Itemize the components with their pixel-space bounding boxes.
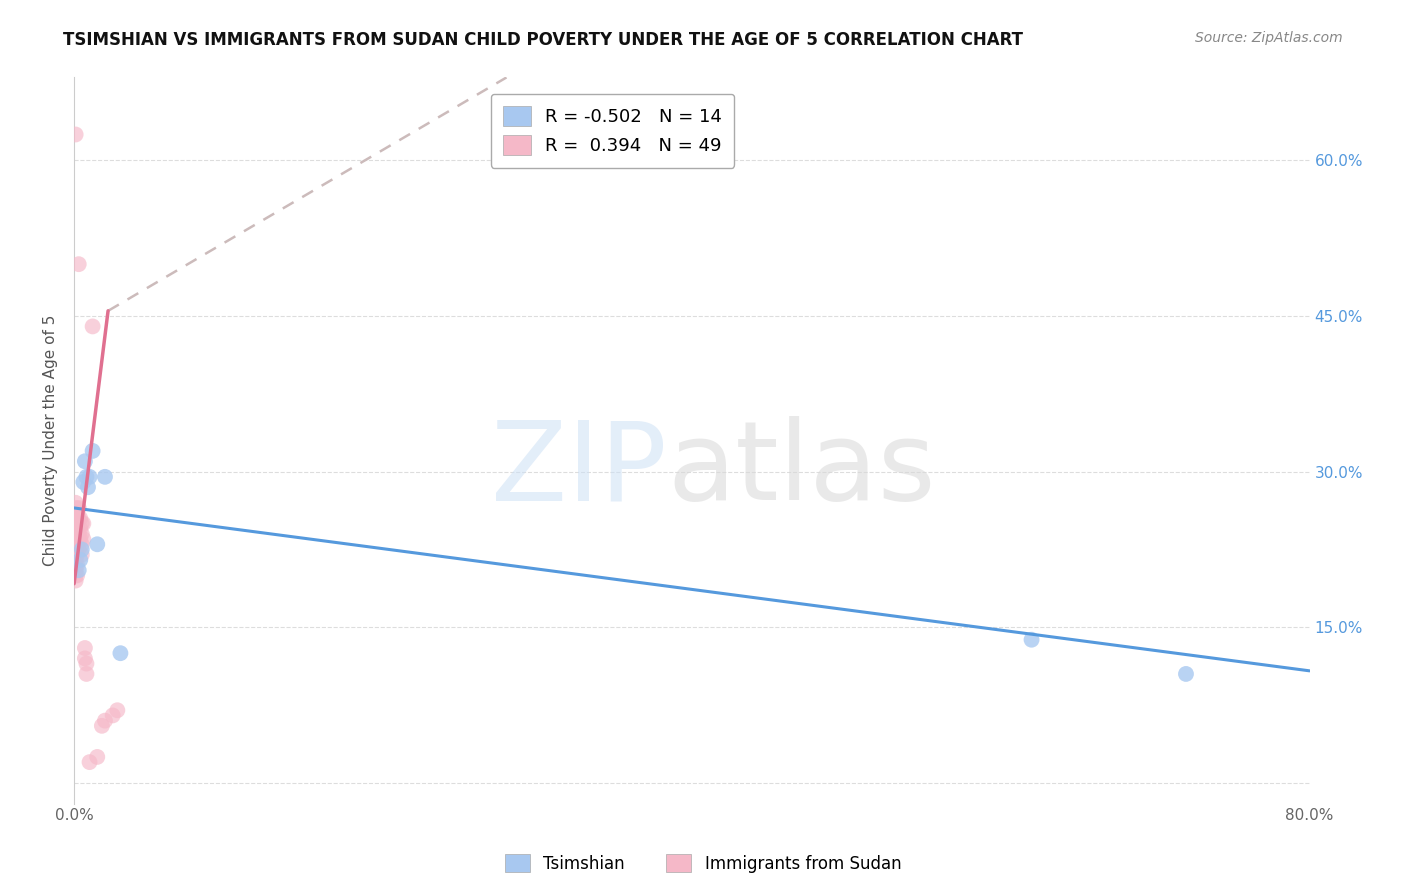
Point [65,527,87,541]
Point [70,548,93,562]
Point [110,646,132,660]
Text: atlas: atlas [666,416,935,523]
Point [66,511,89,525]
Point [72,516,94,531]
Point [70,527,93,541]
Point [65,128,87,142]
Point [90,719,112,733]
Point [86,537,108,551]
Point [65,548,87,562]
Point [66,537,89,551]
Point [86,750,108,764]
Point [82,319,104,334]
Point [72,475,94,489]
Point [66,506,89,520]
Point [65,558,87,572]
Text: ZIP: ZIP [491,416,666,523]
Point [69,553,91,567]
Point [67,532,90,546]
Point [101,708,124,723]
Point [66,527,89,541]
Point [70,516,93,531]
Point [65,522,87,536]
Legend: R = -0.502   N = 14, R =  0.394   N = 49: R = -0.502 N = 14, R = 0.394 N = 49 [491,94,734,168]
Point [69,532,91,546]
Point [73,651,96,665]
Point [65,553,87,567]
Legend: Tsimshian, Immigrants from Sudan: Tsimshian, Immigrants from Sudan [498,847,908,880]
Point [65,542,87,557]
Point [67,500,90,515]
Point [65,496,87,510]
Point [1175,667,1198,681]
Point [75,667,97,681]
Point [65,537,87,551]
Point [77,480,100,494]
Point [73,640,96,655]
Text: TSIMSHIAN VS IMMIGRANTS FROM SUDAN CHILD POVERTY UNDER THE AGE OF 5 CORRELATION : TSIMSHIAN VS IMMIGRANTS FROM SUDAN CHILD… [63,31,1024,49]
Point [67,542,90,557]
Point [79,755,101,769]
Point [66,548,89,562]
Point [67,563,90,577]
Point [105,703,128,717]
Point [65,563,87,577]
Point [70,542,93,557]
Point [66,516,89,531]
Point [65,574,87,588]
Point [75,470,97,484]
Point [69,522,91,536]
Point [67,527,90,541]
Point [94,714,117,728]
Point [94,470,117,484]
Point [66,568,89,582]
Point [79,470,101,484]
Point [65,511,87,525]
Point [1021,632,1043,647]
Point [69,511,91,525]
Point [65,506,87,520]
Point [65,516,87,531]
Point [66,558,89,572]
Point [67,257,90,271]
Point [72,532,94,546]
Point [65,568,87,582]
Point [66,522,89,536]
Point [67,511,90,525]
Point [65,500,87,515]
Point [82,443,104,458]
Text: Source: ZipAtlas.com: Source: ZipAtlas.com [1195,31,1343,45]
Point [75,657,97,671]
Point [70,537,93,551]
Point [73,454,96,468]
Y-axis label: Child Poverty Under the Age of 5: Child Poverty Under the Age of 5 [44,315,58,566]
